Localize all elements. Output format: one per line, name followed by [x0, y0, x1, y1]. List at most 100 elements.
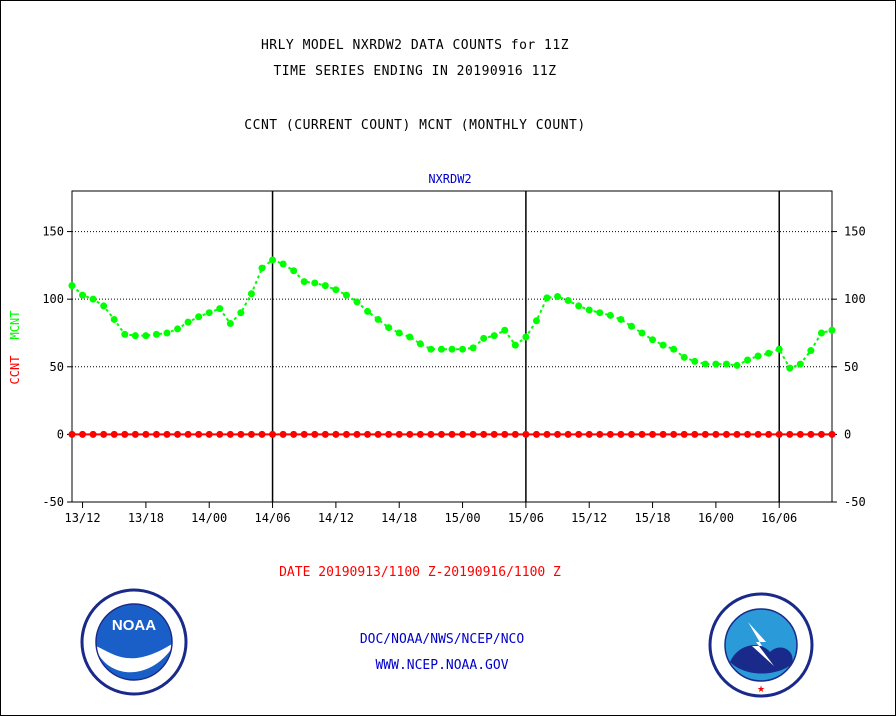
- data-point-ccnt: [511, 430, 519, 438]
- data-point-ccnt: [480, 430, 488, 438]
- data-point-ccnt: [406, 430, 414, 438]
- data-point-mcnt: [649, 336, 657, 344]
- data-point-ccnt: [269, 430, 277, 438]
- data-point-mcnt: [448, 345, 456, 353]
- data-point-ccnt: [100, 430, 108, 438]
- data-point-ccnt: [701, 430, 709, 438]
- data-point-ccnt: [606, 430, 614, 438]
- data-point-ccnt: [131, 430, 139, 438]
- data-point-ccnt: [216, 430, 224, 438]
- data-point-ccnt: [617, 430, 625, 438]
- data-point-mcnt: [796, 360, 804, 368]
- data-point-mcnt: [89, 295, 97, 303]
- data-point-mcnt: [807, 347, 815, 355]
- y-tick-label-left: 100: [42, 292, 64, 306]
- data-point-mcnt: [575, 302, 583, 310]
- data-point-mcnt: [79, 291, 87, 299]
- data-point-mcnt: [68, 282, 76, 290]
- data-point-ccnt: [247, 430, 255, 438]
- data-point-ccnt: [627, 430, 635, 438]
- data-point-mcnt: [722, 360, 730, 368]
- data-point-mcnt: [754, 352, 762, 360]
- data-point-mcnt: [596, 309, 604, 317]
- data-point-ccnt: [226, 430, 234, 438]
- data-point-ccnt: [121, 430, 129, 438]
- data-point-ccnt: [459, 430, 467, 438]
- data-point-ccnt: [554, 430, 562, 438]
- data-point-mcnt: [395, 329, 403, 337]
- data-point-mcnt: [353, 298, 361, 306]
- data-point-mcnt: [775, 345, 783, 353]
- x-tick-label: 16/06: [761, 511, 797, 525]
- data-point-mcnt: [480, 334, 488, 342]
- y-axis-label-mcnt: MCNT: [8, 311, 22, 340]
- data-point-mcnt: [174, 325, 182, 333]
- footer-org: DOC/NOAA/NWS/NCEP/NCO: [359, 632, 525, 647]
- data-point-ccnt: [68, 430, 76, 438]
- x-tick-label: 15/12: [571, 511, 607, 525]
- footer-url[interactable]: WWW.NCEP.NOAA.GOV: [375, 658, 509, 673]
- svg-text:NOAA: NOAA: [112, 617, 156, 634]
- data-point-ccnt: [649, 430, 657, 438]
- data-point-ccnt: [237, 430, 245, 438]
- data-point-ccnt: [670, 430, 678, 438]
- data-point-mcnt: [459, 345, 467, 353]
- data-point-mcnt: [374, 315, 382, 323]
- data-point-ccnt: [733, 430, 741, 438]
- data-point-mcnt: [100, 302, 108, 310]
- noaa-logo: NOAA: [80, 588, 188, 696]
- data-point-ccnt: [79, 430, 87, 438]
- data-point-mcnt: [290, 267, 298, 275]
- plot-area: [71, 190, 833, 503]
- data-point-ccnt: [290, 430, 298, 438]
- data-point-mcnt: [627, 322, 635, 330]
- data-point-mcnt: [131, 332, 139, 340]
- x-tick-label: 14/12: [318, 511, 354, 525]
- data-point-mcnt: [406, 333, 414, 341]
- data-point-mcnt: [216, 305, 224, 313]
- data-point-mcnt: [554, 292, 562, 300]
- x-tick-label: 13/12: [64, 511, 100, 525]
- data-point-mcnt: [680, 353, 688, 361]
- data-point-mcnt: [195, 313, 203, 321]
- data-point-ccnt: [638, 430, 646, 438]
- data-point-mcnt: [490, 332, 498, 340]
- data-point-mcnt: [279, 260, 287, 268]
- data-point-ccnt: [205, 430, 213, 438]
- y-tick-label-right: 100: [844, 292, 866, 306]
- date-range-label: DATE 20190913/1100 Z-20190916/1100 Z: [279, 565, 561, 580]
- data-point-ccnt: [89, 430, 97, 438]
- x-tick-label: 15/18: [634, 511, 670, 525]
- data-point-mcnt: [701, 360, 709, 368]
- data-point-mcnt: [585, 306, 593, 314]
- data-point-mcnt: [511, 341, 519, 349]
- y-tick-label-left: 150: [42, 225, 64, 239]
- data-point-ccnt: [427, 430, 435, 438]
- data-point-ccnt: [258, 430, 266, 438]
- data-point-ccnt: [163, 430, 171, 438]
- data-point-mcnt: [543, 294, 551, 302]
- data-point-mcnt: [522, 333, 530, 341]
- data-point-mcnt: [342, 291, 350, 299]
- data-point-ccnt: [532, 430, 540, 438]
- y-tick-label-right: 150: [844, 225, 866, 239]
- x-tick-label: 14/06: [254, 511, 290, 525]
- data-point-mcnt: [606, 311, 614, 319]
- data-point-ccnt: [184, 430, 192, 438]
- data-point-mcnt: [691, 357, 699, 365]
- data-point-mcnt: [321, 282, 329, 290]
- data-point-mcnt: [532, 317, 540, 325]
- y-axis-label-ccnt: CCNT: [8, 356, 22, 385]
- y-tick-label-right: -50: [844, 495, 866, 509]
- x-tick-label: 16/00: [698, 511, 734, 525]
- chart-title: NXRDW2: [428, 172, 471, 186]
- data-point-mcnt: [659, 341, 667, 349]
- data-point-mcnt: [828, 326, 836, 334]
- data-point-ccnt: [796, 430, 804, 438]
- data-point-mcnt: [184, 318, 192, 326]
- data-point-mcnt: [311, 279, 319, 287]
- data-point-mcnt: [205, 309, 213, 317]
- data-point-ccnt: [311, 430, 319, 438]
- x-tick-label: 13/18: [128, 511, 164, 525]
- data-point-ccnt: [543, 430, 551, 438]
